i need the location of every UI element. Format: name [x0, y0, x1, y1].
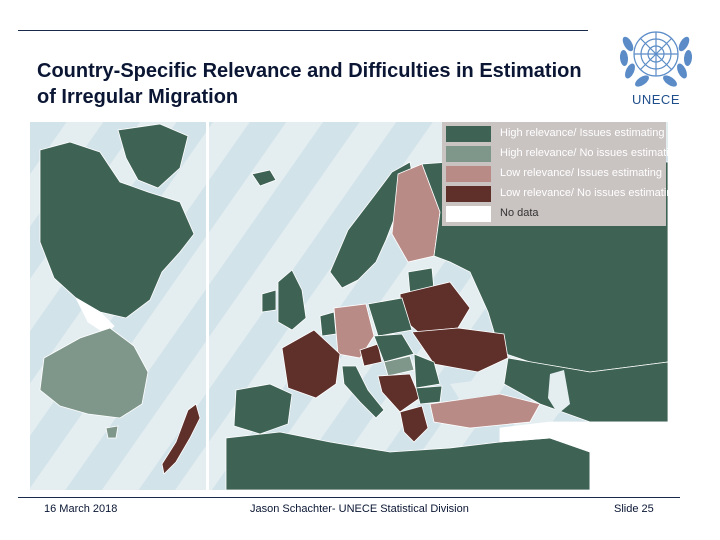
region-ireland	[261, 289, 277, 313]
region-uk	[277, 269, 307, 331]
region-black-sea	[450, 378, 500, 400]
footer-author: Jason Schachter- UNECE Statistical Divis…	[250, 503, 469, 515]
title-rule	[18, 30, 588, 31]
slide-title: Country-Specific Relevance and Difficult…	[37, 60, 582, 108]
un-emblem-icon	[619, 31, 693, 87]
region-austria	[359, 343, 383, 367]
footer-date: 16 March 2018	[44, 503, 118, 515]
legend-label: High relevance/ No issues estimating	[500, 147, 681, 159]
region-caspian-sea	[548, 370, 570, 414]
legend-swatch	[446, 146, 491, 162]
region-north-america	[39, 141, 195, 319]
legend-swatch	[446, 166, 491, 182]
footer-rule	[18, 497, 680, 498]
region-new-zealand	[161, 403, 201, 475]
region-hungary	[383, 355, 415, 377]
region-middle-east	[499, 421, 668, 490]
region-benelux	[319, 311, 337, 337]
region-bulgaria	[415, 385, 443, 405]
footer-slide-number: Slide 25	[614, 503, 654, 515]
legend-swatch	[446, 186, 491, 202]
region-france	[281, 329, 341, 399]
legend-label: No data	[500, 207, 539, 219]
region-australia	[39, 327, 149, 419]
region-poland	[367, 297, 413, 337]
region-iberia	[233, 383, 293, 435]
logo-text: UNECE	[631, 92, 680, 107]
legend-swatch	[446, 206, 491, 222]
legend-label: Low relevance/ Issues estimating	[500, 167, 663, 179]
legend-label: High relevance/ Issues estimating	[500, 127, 665, 139]
region-iceland	[251, 169, 277, 187]
region-germany	[333, 303, 375, 359]
legend-label: Low relevance/ No issues estimating	[500, 187, 679, 199]
region-tasmania	[105, 425, 119, 439]
region-balkans	[377, 373, 421, 413]
un-logo: UNECE	[606, 14, 706, 110]
map-legend: High relevance/ Issues estimating High r…	[442, 122, 681, 226]
region-romania	[413, 353, 441, 389]
region-italy	[341, 365, 385, 419]
inset-divider	[206, 122, 209, 490]
region-greenland	[117, 123, 189, 189]
legend-swatch	[446, 126, 491, 142]
region-greece	[399, 405, 429, 443]
